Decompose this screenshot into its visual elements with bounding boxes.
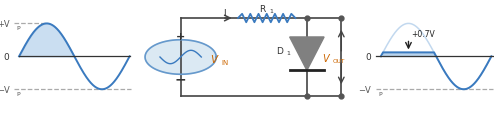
Text: P: P (378, 91, 382, 96)
Text: −: − (175, 72, 187, 86)
Polygon shape (145, 40, 216, 75)
Text: P: P (16, 26, 20, 31)
Text: V: V (322, 54, 328, 64)
Text: IN: IN (222, 59, 229, 65)
Text: 1: 1 (269, 9, 273, 14)
Text: 0: 0 (3, 52, 9, 61)
Text: 1: 1 (286, 51, 290, 56)
Text: OUT: OUT (333, 59, 345, 63)
Text: +: + (176, 32, 185, 42)
Text: I: I (223, 9, 226, 18)
Text: −V: −V (0, 85, 9, 94)
Text: R: R (259, 5, 265, 14)
Text: D: D (276, 46, 283, 55)
Text: −V: −V (358, 85, 371, 94)
Text: P: P (16, 91, 20, 96)
Text: 0: 0 (365, 52, 371, 61)
Text: +0.7V: +0.7V (412, 30, 436, 39)
Text: +V: +V (0, 20, 9, 29)
Polygon shape (289, 38, 324, 71)
Text: V: V (211, 55, 218, 65)
